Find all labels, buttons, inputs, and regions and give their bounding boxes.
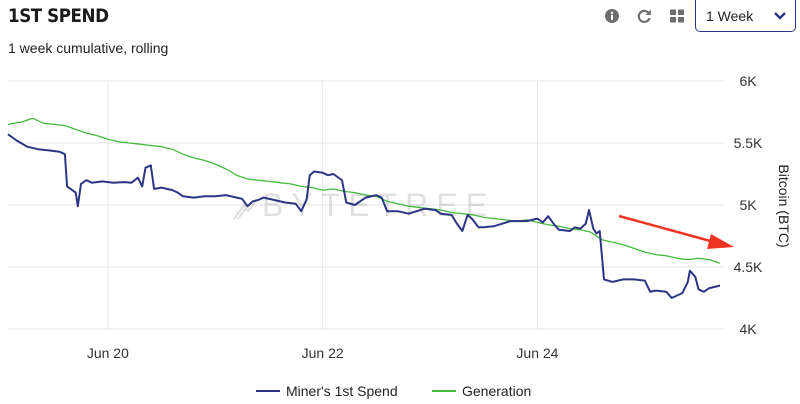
y-tick-label: 6K <box>739 73 757 89</box>
y-tick-label: 5.5K <box>734 135 763 151</box>
range-select[interactable]: 1 Week <box>695 0 796 32</box>
legend-item-spend[interactable]: Miner's 1st Spend <box>256 382 398 400</box>
legend-label-generation: Generation <box>462 383 532 399</box>
x-tick-label: Jun 24 <box>516 345 558 361</box>
legend-swatch-generation <box>432 390 456 392</box>
info-icon[interactable] <box>602 6 622 26</box>
refresh-icon[interactable] <box>634 6 654 26</box>
x-tick-label: Jun 20 <box>87 345 129 361</box>
y-tick-label: 4K <box>739 321 757 337</box>
legend-label-spend: Miner's 1st Spend <box>286 383 398 399</box>
y-tick-label: 4.5K <box>734 259 763 275</box>
y-tick-label: 5K <box>739 197 757 213</box>
watermark-text: BYTETREE <box>262 187 495 223</box>
grid-icon[interactable] <box>667 6 687 26</box>
chevron-down-icon <box>773 8 787 24</box>
y-axis-title: Bitcoin (BTC) <box>776 164 792 247</box>
series-layer <box>7 117 721 299</box>
watermark: BYTETREE <box>233 187 495 223</box>
legend-item-generation[interactable]: Generation <box>432 382 531 400</box>
series-line-generation <box>7 117 721 264</box>
x-tick-label: Jun 22 <box>302 345 344 361</box>
legend-swatch-spend <box>256 390 280 392</box>
range-select-label: 1 Week <box>706 7 754 24</box>
page-subtitle: 1 week cumulative, rolling <box>8 40 169 56</box>
series-line-spend <box>7 133 721 299</box>
red-arrow-annotation <box>618 214 734 249</box>
page-title: 1ST SPEND <box>8 5 109 27</box>
tick-labels: 4K 4.5K 5K 5.5K 6K Jun 20 Jun 22 Jun 24 <box>87 73 763 361</box>
